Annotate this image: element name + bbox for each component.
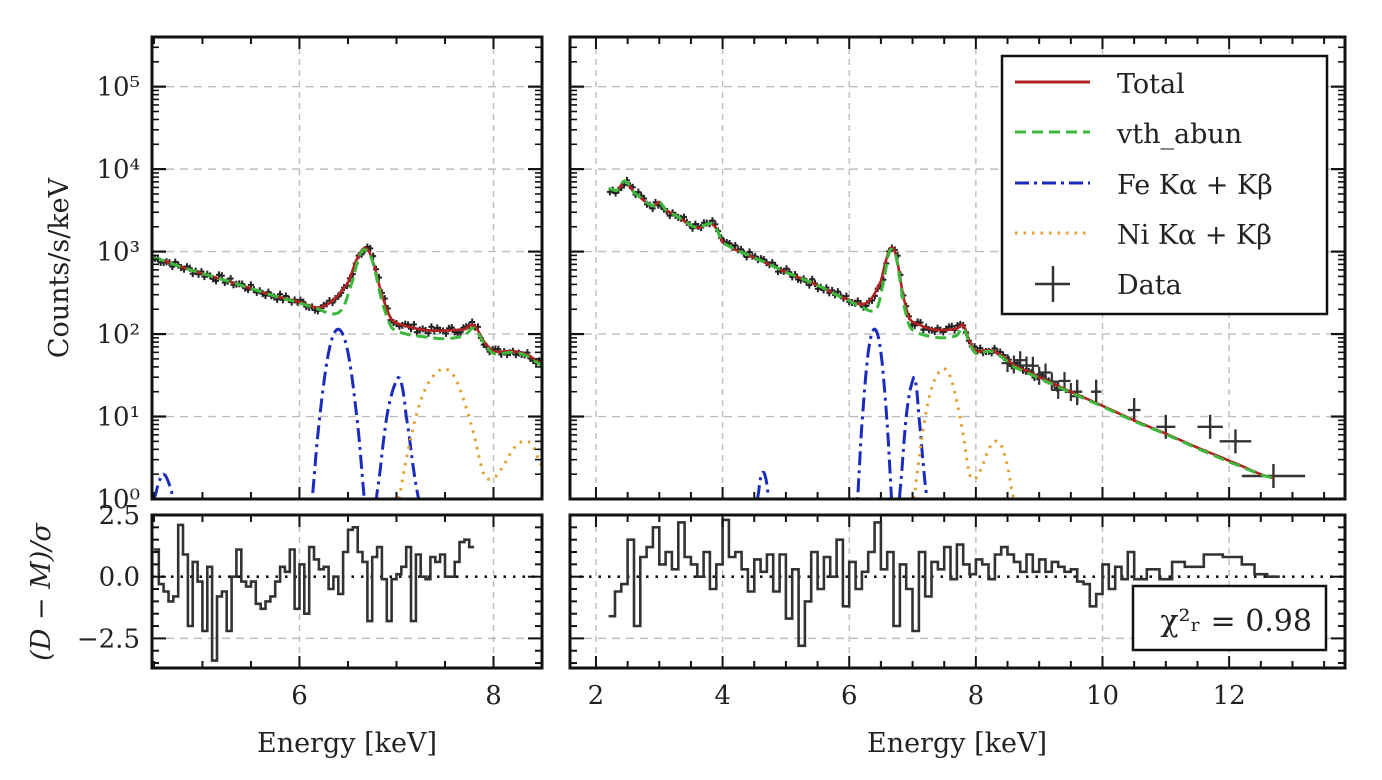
ticks-left-residuals: −2.5 0.0 2.5 6 8 <box>77 501 543 711</box>
series-vth-abun <box>153 248 542 367</box>
legend-label-fe: Fe Kα + Kβ <box>1117 170 1273 201</box>
plot-area-right-residuals <box>570 518 1345 648</box>
frame-left-spectrum <box>150 35 544 501</box>
legend-label-total: Total <box>1117 69 1185 100</box>
x-tick-label: 8 <box>968 681 985 711</box>
ticks-left-spectrum: 10⁰ 10¹ 10² 10³ 10⁴ 10⁵ <box>96 36 543 515</box>
legend-entry-fe: Fe Kα + Kβ <box>1015 170 1273 201</box>
x-tick-label: 2 <box>588 681 605 711</box>
chi2-box <box>1131 584 1328 652</box>
legend-label-vth-abun: vth_abun <box>1116 119 1242 150</box>
legend-entry-vth-abun: vth_abun <box>1015 119 1242 150</box>
y-tick-label: 0.0 <box>99 563 140 593</box>
y-tick-label: 10³ <box>96 238 140 268</box>
legend-entry-data: Data <box>1035 266 1182 302</box>
x-tick-label: 8 <box>485 681 502 711</box>
panel-left-residuals: −2.5 0.0 2.5 6 8 <box>77 501 544 711</box>
x-axis-label-left: Energy [keV] <box>257 728 437 759</box>
frame-right-spectrum <box>568 35 1347 501</box>
y-tick-label: −2.5 <box>77 624 140 654</box>
series-ni-k-k <box>912 367 1016 499</box>
x-tick-label: 6 <box>291 681 308 711</box>
y-tick-label: 10¹ <box>96 403 140 433</box>
x-axis-label-right: Energy [keV] <box>867 728 1047 759</box>
legend-label-ni: Ni Kα + Kβ <box>1117 220 1272 251</box>
x-tick-label: 4 <box>714 681 731 711</box>
y-tick-label: 10² <box>96 320 140 350</box>
residual-steps <box>608 518 1280 648</box>
chi2-annotation: χ²ᵣ = 0.98 <box>1131 584 1328 652</box>
chi2-label: χ²ᵣ = 0.98 <box>1160 604 1312 639</box>
legend-box <box>1000 54 1329 316</box>
plot-area-left-spectrum <box>152 243 542 499</box>
series-vth-abun <box>608 179 1274 480</box>
legend-swatch-data <box>1035 266 1070 302</box>
panel-left-spectrum: 10⁰ 10¹ 10² 10³ 10⁴ 10⁵ <box>96 35 544 515</box>
y-tick-label: 10⁵ <box>96 73 140 103</box>
legend-entry-total: Total <box>1015 69 1185 100</box>
y-tick-label: 10⁴ <box>96 155 140 185</box>
panel-right-residuals: 2 4 6 8 10 12 <box>568 513 1347 711</box>
legend: Total vth_abun Fe Kα + Kβ Ni Kα + Kβ Dat… <box>1000 54 1329 316</box>
legend-entry-ni: Ni Kα + Kβ <box>1015 220 1272 251</box>
series-fe-k-k <box>152 327 421 499</box>
series-ni-k-k <box>397 367 542 499</box>
plot-area-right-spectrum <box>606 176 1306 499</box>
x-tick-label: 12 <box>1213 681 1246 711</box>
legend-label-data: Data <box>1117 270 1182 301</box>
x-tick-label: 6 <box>841 681 858 711</box>
x-tick-label: 10 <box>1086 681 1119 711</box>
frame-left-residuals <box>150 513 544 670</box>
residual-steps <box>153 523 475 662</box>
y-tick-label: 2.5 <box>99 501 140 531</box>
y-tick-label: 10⁰ <box>96 485 140 515</box>
grid-left-spectrum <box>152 37 542 500</box>
y-axis-label-residuals: (D − M)/σ <box>26 522 57 661</box>
plot-area-left-residuals <box>152 523 542 662</box>
frame-right-residuals <box>568 513 1347 670</box>
ticks-right-residuals: 2 4 6 8 10 12 <box>570 514 1345 711</box>
series-fe-k-k <box>755 327 929 499</box>
y-axis-label-spectrum: Counts/s/keV <box>44 177 75 358</box>
